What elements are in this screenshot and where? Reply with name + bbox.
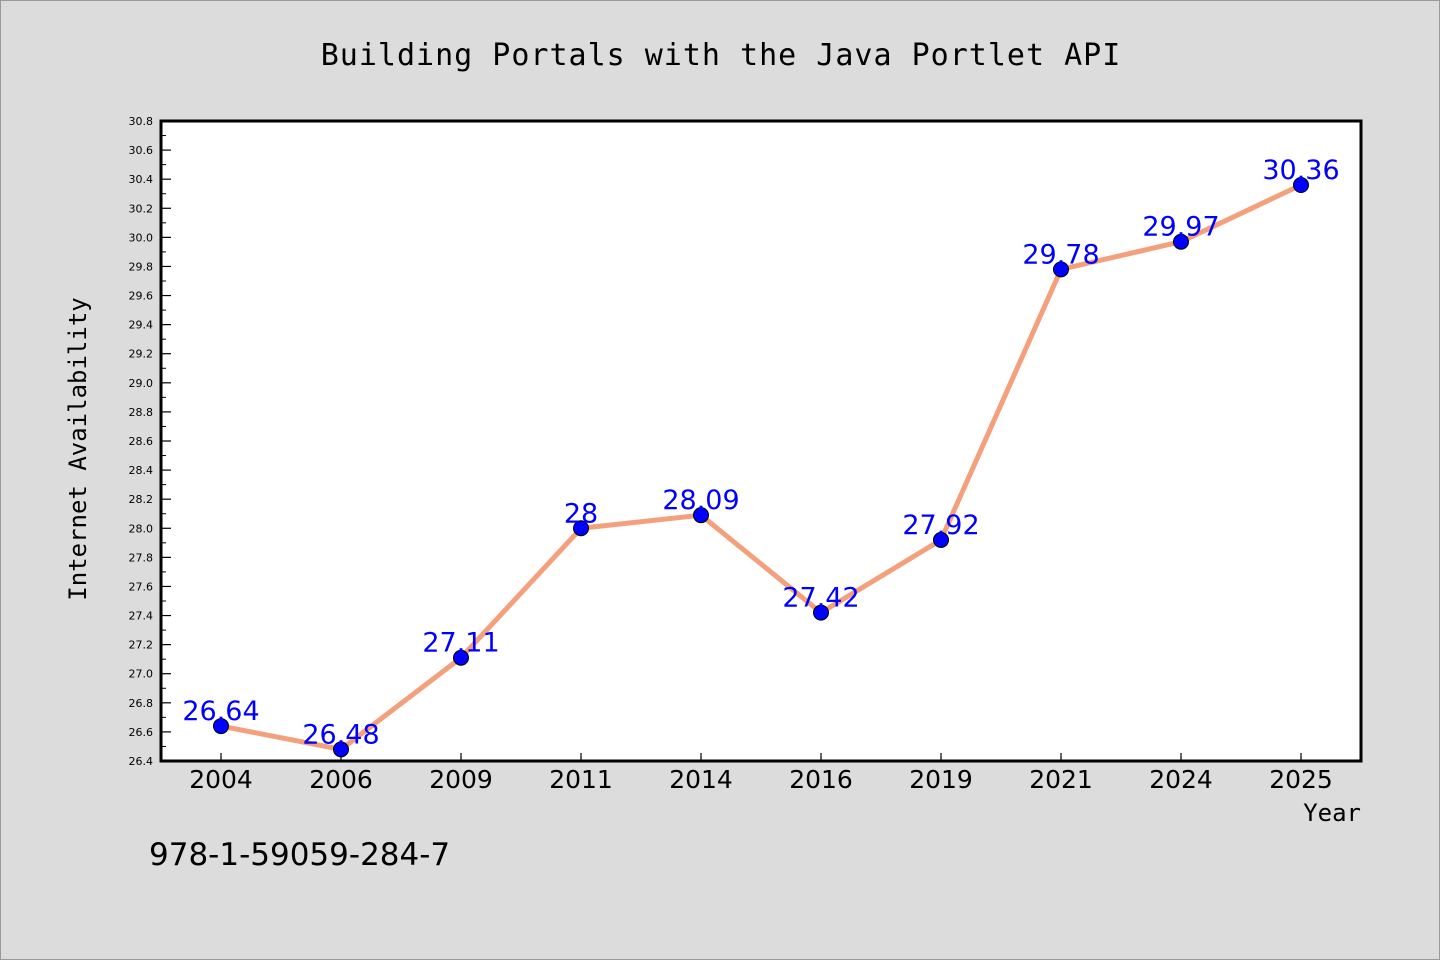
x-axis-label: Year	[1303, 799, 1361, 827]
x-tick-label: 2025	[1269, 765, 1333, 794]
y-tick-label: 30.8	[129, 115, 154, 128]
y-tick-label: 26.4	[129, 755, 154, 768]
y-tick-label: 27.0	[129, 668, 154, 681]
y-tick-label: 29.4	[129, 319, 154, 332]
data-point	[213, 718, 229, 735]
data-label: 30.36	[1262, 155, 1339, 186]
series-line	[218, 182, 1304, 752]
y-tick-label: 27.6	[129, 580, 154, 593]
y-tick-label: 27.4	[129, 610, 154, 623]
data-point	[1053, 261, 1069, 278]
x-axis: 2004 2006 2009 2011 2014 2016 2019 2021 2024 2025	[189, 753, 1333, 794]
x-tick-label: 2011	[549, 765, 613, 794]
data-point	[813, 604, 829, 621]
data-label: 27.42	[782, 583, 859, 614]
data-point	[1293, 177, 1309, 193]
data-label: 29.78	[1022, 239, 1099, 270]
x-tick-label: 2019	[909, 765, 973, 794]
x-tick-label: 2024	[1149, 765, 1213, 794]
y-tick-label: 28.6	[129, 435, 154, 448]
data-point	[933, 531, 949, 548]
x-tick-label: 2006	[309, 765, 373, 794]
y-tick-label: 27.8	[129, 551, 154, 564]
y-tick-label: 30.6	[129, 144, 154, 157]
x-tick-label: 2014	[669, 765, 733, 794]
data-label: 28	[564, 498, 598, 529]
data-point	[453, 649, 469, 666]
y-tick-label: 28.0	[129, 522, 154, 535]
y-tick-label: 28.2	[129, 493, 154, 506]
plot-area	[159, 119, 1363, 763]
y-tick-label: 29.6	[129, 290, 154, 303]
y-axis: 26.4 26.6 26.8 27.0 27.2 27.4 27.6 27.8 28.0 28.2…	[129, 115, 171, 768]
isbn-footnote: 978-1-59059-284-7	[149, 837, 450, 873]
y-tick-label: 30.4	[129, 173, 154, 186]
y-tick-label: 26.8	[129, 697, 154, 710]
chart-title: Building Portals with the Java Portlet A…	[321, 38, 1122, 73]
y-tick-label: 29.0	[129, 377, 154, 390]
x-tick-label: 2016	[789, 765, 853, 794]
y-tick-label: 28.8	[129, 406, 154, 419]
series-line-group	[218, 182, 1304, 752]
data-label: 26.48	[302, 719, 379, 750]
x-tick-label: 2004	[189, 765, 253, 794]
y-tick-label: 27.2	[129, 639, 154, 652]
y-tick-label: 30.2	[129, 202, 154, 215]
y-tick-label: 29.2	[129, 348, 154, 361]
data-point	[693, 507, 709, 524]
data-label: 29.97	[1142, 212, 1219, 243]
data-point	[333, 741, 349, 758]
data-label: 27.92	[902, 510, 979, 541]
data-label: 28.09	[662, 485, 739, 516]
y-tick-label: 28.4	[129, 464, 154, 477]
data-markers	[213, 177, 1309, 758]
y-axis-label: Internet Availability	[64, 297, 92, 600]
y-tick-label: 29.8	[129, 260, 154, 273]
data-point	[1173, 233, 1189, 250]
data-label: 27.11	[422, 628, 499, 659]
x-tick-label: 2009	[429, 765, 493, 794]
data-label: 26.64	[182, 696, 259, 727]
data-point	[573, 520, 589, 537]
x-tick-label: 2021	[1029, 765, 1093, 794]
y-tick-label: 30.0	[129, 231, 154, 244]
y-tick-label: 26.6	[129, 726, 154, 739]
data-labels: 26.64 26.48 27.11 28 28.09 27.42 27.92 29.78 29.…	[182, 155, 1339, 750]
